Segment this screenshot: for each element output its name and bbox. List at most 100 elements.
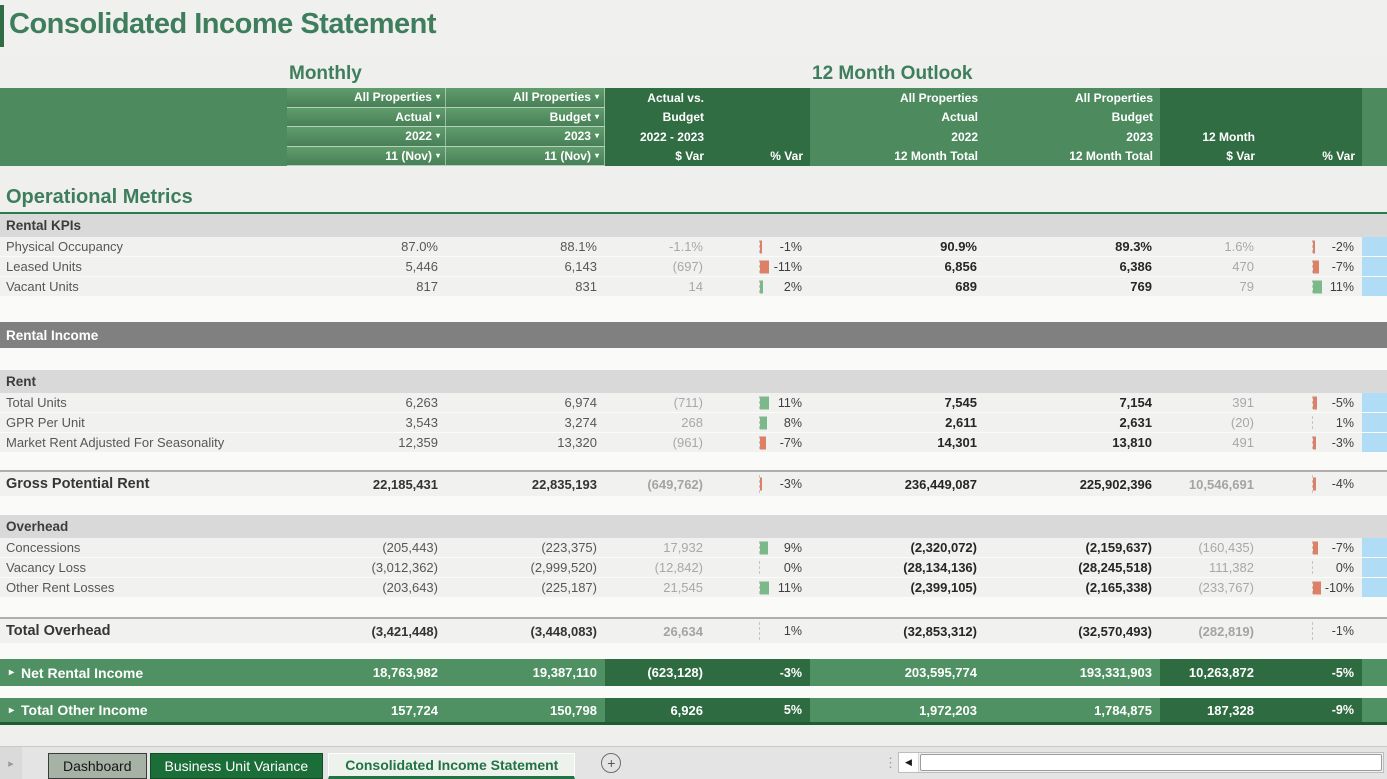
row-label-cell: ▸ Total Other Income xyxy=(0,698,287,722)
filter-all-properties-dropdown[interactable]: All Properties ▾ xyxy=(287,88,446,108)
dropdown-arrow-icon: ▾ xyxy=(594,111,599,121)
cell-pct2: -9% xyxy=(1262,698,1362,722)
cell-var1: (649,762) xyxy=(605,472,711,496)
cell-var2: 470 xyxy=(1160,257,1262,276)
filter-2022-dropdown[interactable]: 2022 ▾ xyxy=(287,127,446,147)
cell-v1: 3,543 xyxy=(287,413,446,432)
variance-bar xyxy=(760,541,768,554)
value: 7,545 xyxy=(944,395,977,410)
cell-v1: (3,012,362) xyxy=(287,558,446,577)
highlight-cell xyxy=(1362,578,1387,597)
value: 1,784,875 xyxy=(1094,702,1152,718)
row-vacancy-loss: Vacancy Loss (3,012,362) (2,999,520) (12,84… xyxy=(0,558,1387,578)
outlook-pct-var-header: % Var xyxy=(1262,88,1362,166)
cell-pct1: 2% xyxy=(711,277,810,296)
value: (2,320,072) xyxy=(910,540,978,555)
cell-pct2: -3% xyxy=(1262,433,1362,452)
band-rent: Rent xyxy=(0,370,1387,393)
tab-business-unit-variance[interactable]: Business Unit Variance xyxy=(149,753,324,779)
cell-v6: (28,245,518) xyxy=(985,558,1160,577)
variance-axis xyxy=(759,396,760,409)
sheet-nav-arrow-icon[interactable]: ▸ xyxy=(0,747,22,779)
filter-value: All Properties xyxy=(512,90,591,105)
cell-pct1: -11% xyxy=(711,257,810,276)
pct-value: 2% xyxy=(783,279,802,294)
cell-var2: (20) xyxy=(1160,413,1262,432)
cell-var1: -1.1% xyxy=(605,237,711,256)
header-line xyxy=(1160,88,1262,108)
cell-var2: 10,546,691 xyxy=(1160,472,1262,496)
variance-axis xyxy=(759,260,760,273)
value: 12,359 xyxy=(398,435,438,450)
filter-actual-dropdown[interactable]: Actual ▾ xyxy=(287,107,446,127)
variance-axis xyxy=(1312,280,1313,293)
filter-value: All Properties xyxy=(353,90,432,105)
spacer xyxy=(0,496,1387,515)
scroll-left-icon[interactable]: ◀ xyxy=(899,753,919,772)
filter-all-properties-dropdown[interactable]: All Properties ▾ xyxy=(446,88,605,108)
cell-v1: (203,643) xyxy=(287,578,446,597)
row-label-cell: Concessions xyxy=(0,538,287,557)
cell-v1: 12,359 xyxy=(287,433,446,452)
row-physical-occupancy: Physical Occupancy 87.0% 88.1% -1.1% -1% 90.9… xyxy=(0,237,1387,257)
dropdown-arrow-icon: ▾ xyxy=(594,131,599,141)
variance-axis xyxy=(759,436,760,449)
spacer xyxy=(0,453,1387,470)
cell-pct2: 11% xyxy=(1262,277,1362,296)
cell-var1: 6,926 xyxy=(605,698,711,722)
tab-consolidated-income-statement[interactable]: Consolidated Income Statement xyxy=(328,753,576,779)
dropdown-arrow-icon: ▾ xyxy=(435,92,440,102)
expand-arrow-icon[interactable]: ▸ xyxy=(9,667,15,678)
header-line xyxy=(711,127,810,147)
dropdown-arrow-icon: ▾ xyxy=(435,150,440,160)
cell-strip xyxy=(1362,619,1387,643)
spacer xyxy=(0,598,1387,617)
value: (28,134,136) xyxy=(903,560,977,575)
header-line: $ Var xyxy=(1226,149,1255,164)
cell-v2: (2,999,520) xyxy=(446,558,605,577)
highlight-cell xyxy=(1362,257,1387,276)
cell-v5: (2,320,072) xyxy=(810,538,985,557)
variance-bar xyxy=(1313,541,1318,554)
header-line: 12 Month Total xyxy=(894,149,978,164)
variance-bar xyxy=(760,260,769,273)
filter-11-nov-dropdown[interactable]: 11 (Nov) ▾ xyxy=(446,146,605,166)
value: 769 xyxy=(1130,279,1152,294)
add-sheet-icon[interactable]: + xyxy=(601,753,622,773)
row-label-cell: GPR Per Unit xyxy=(0,413,287,432)
value: 19,387,110 xyxy=(532,665,597,680)
header-line xyxy=(711,88,810,108)
value: 470 xyxy=(1232,259,1254,274)
header-line xyxy=(1262,108,1362,128)
dropdown-arrow-icon: ▾ xyxy=(435,111,440,121)
header-line: 2022 xyxy=(951,129,978,144)
filter-11-nov-dropdown[interactable]: 11 (Nov) ▾ xyxy=(287,146,446,166)
cell-v6: (32,570,493) xyxy=(985,619,1160,643)
filter-budget-dropdown[interactable]: Budget ▾ xyxy=(446,107,605,127)
cell-v2: 6,974 xyxy=(446,393,605,412)
value: 3,274 xyxy=(564,415,597,430)
pct-value: -11% xyxy=(773,259,802,274)
cell-v1: 5,446 xyxy=(287,257,446,276)
horizontal-scrollbar[interactable]: ◀ xyxy=(898,752,1384,773)
value: 817 xyxy=(416,279,438,294)
filter-2023-dropdown[interactable]: 2023 ▾ xyxy=(446,127,605,147)
row-leased-units: Leased Units 5,446 6,143 (697) -11% 6,856 6,38… xyxy=(0,257,1387,277)
row-label-cell: Vacancy Loss xyxy=(0,558,287,577)
expand-arrow-icon[interactable]: ▸ xyxy=(9,704,15,716)
value: (282,819) xyxy=(1198,623,1254,639)
tab-splitter-dots-icon[interactable]: ⋮ xyxy=(884,755,897,770)
cell-pct1: 11% xyxy=(711,393,810,412)
header-line: 2023 xyxy=(1126,129,1153,144)
monthly-budget-filters: All Properties ▾ Budget ▾ 2023 ▾ 11 (Nov) ▾ xyxy=(446,88,605,166)
pct-value: -9% xyxy=(1331,703,1354,717)
cell-v6: 13,810 xyxy=(985,433,1160,452)
tab-dashboard[interactable]: Dashboard xyxy=(48,753,147,779)
tab-business-unit-variance-label: Business Unit Variance xyxy=(164,758,309,774)
header-line: Actual xyxy=(941,110,978,125)
value: 187,328 xyxy=(1207,702,1254,718)
value: 268 xyxy=(681,415,703,430)
cell-pct2: 0% xyxy=(1262,558,1362,577)
section-label-row: Monthly 12 Month Outlook xyxy=(0,56,1387,88)
scrollbar-thumb[interactable] xyxy=(920,754,1382,771)
